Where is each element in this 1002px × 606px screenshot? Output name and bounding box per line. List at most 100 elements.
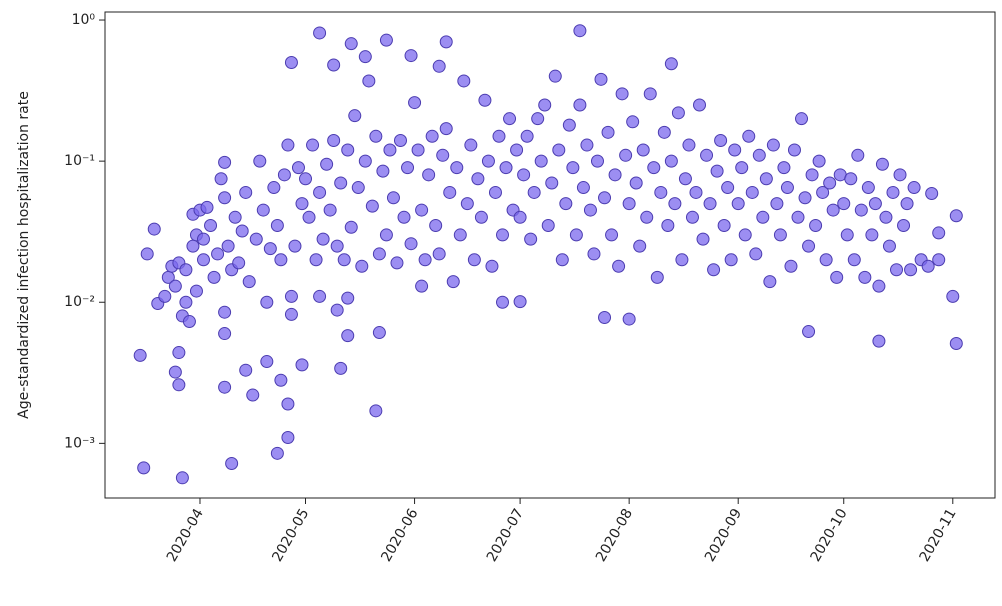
point bbox=[492, 129, 506, 143]
point bbox=[759, 172, 773, 186]
point bbox=[439, 122, 453, 136]
point bbox=[798, 191, 812, 205]
point bbox=[218, 380, 232, 394]
point bbox=[731, 197, 745, 211]
point bbox=[376, 164, 390, 178]
point bbox=[756, 210, 770, 224]
point bbox=[714, 134, 728, 148]
point bbox=[700, 148, 714, 162]
point bbox=[661, 218, 675, 232]
point bbox=[879, 210, 893, 224]
point bbox=[306, 138, 320, 152]
point bbox=[598, 310, 612, 324]
point bbox=[369, 129, 383, 143]
point bbox=[675, 253, 689, 267]
point bbox=[320, 157, 334, 171]
point bbox=[411, 143, 425, 157]
point bbox=[517, 168, 531, 182]
point bbox=[685, 210, 699, 224]
point bbox=[671, 106, 685, 120]
point bbox=[383, 143, 397, 157]
point bbox=[682, 138, 696, 152]
point bbox=[337, 253, 351, 267]
point bbox=[404, 49, 418, 63]
point bbox=[816, 185, 830, 199]
point bbox=[432, 59, 446, 73]
point bbox=[485, 259, 499, 273]
point bbox=[270, 446, 284, 460]
x-tick-label: 2020-05 bbox=[269, 506, 312, 565]
point bbox=[921, 259, 935, 273]
point bbox=[313, 26, 327, 40]
point bbox=[253, 154, 267, 168]
point bbox=[172, 378, 186, 392]
point bbox=[334, 176, 348, 190]
point bbox=[721, 181, 735, 195]
point bbox=[605, 228, 619, 242]
point bbox=[313, 289, 327, 303]
point bbox=[875, 157, 889, 171]
point bbox=[559, 197, 573, 211]
point bbox=[239, 363, 253, 377]
point bbox=[949, 337, 963, 351]
x-tick-label: 2020-08 bbox=[593, 506, 636, 565]
point bbox=[355, 259, 369, 273]
point bbox=[802, 325, 816, 339]
point bbox=[309, 253, 323, 267]
point bbox=[580, 138, 594, 152]
point bbox=[397, 210, 411, 224]
point bbox=[562, 118, 576, 132]
point bbox=[795, 112, 809, 126]
point bbox=[408, 96, 422, 110]
point bbox=[946, 289, 960, 303]
point bbox=[218, 155, 232, 169]
point bbox=[327, 134, 341, 148]
point bbox=[626, 115, 640, 129]
point bbox=[263, 242, 277, 256]
point bbox=[520, 129, 534, 143]
point bbox=[256, 203, 270, 217]
point bbox=[235, 224, 249, 238]
point bbox=[840, 228, 854, 242]
point bbox=[379, 33, 393, 47]
point bbox=[365, 199, 379, 213]
point bbox=[496, 295, 510, 309]
point bbox=[861, 181, 875, 195]
point bbox=[133, 348, 147, 362]
point bbox=[703, 197, 717, 211]
point bbox=[242, 275, 256, 289]
point bbox=[351, 181, 365, 195]
point bbox=[225, 456, 239, 470]
point bbox=[612, 259, 626, 273]
point bbox=[158, 289, 172, 303]
point bbox=[622, 197, 636, 211]
point bbox=[503, 112, 517, 126]
point bbox=[538, 98, 552, 112]
x-tick-label: 2020-07 bbox=[484, 506, 527, 565]
point bbox=[573, 98, 587, 112]
point bbox=[330, 303, 344, 317]
point bbox=[893, 168, 907, 182]
point bbox=[196, 232, 210, 246]
point bbox=[474, 210, 488, 224]
point bbox=[418, 253, 432, 267]
point bbox=[299, 172, 313, 186]
point bbox=[422, 168, 436, 182]
point bbox=[654, 185, 668, 199]
point bbox=[668, 197, 682, 211]
point bbox=[689, 185, 703, 199]
point bbox=[900, 197, 914, 211]
point bbox=[802, 239, 816, 253]
point bbox=[932, 253, 946, 267]
point bbox=[344, 37, 358, 51]
point bbox=[752, 148, 766, 162]
point bbox=[749, 247, 763, 261]
point bbox=[295, 197, 309, 211]
point bbox=[773, 228, 787, 242]
point bbox=[372, 247, 386, 261]
point bbox=[784, 259, 798, 273]
point bbox=[386, 191, 400, 205]
point bbox=[404, 237, 418, 251]
point bbox=[872, 334, 886, 348]
point bbox=[640, 210, 654, 224]
